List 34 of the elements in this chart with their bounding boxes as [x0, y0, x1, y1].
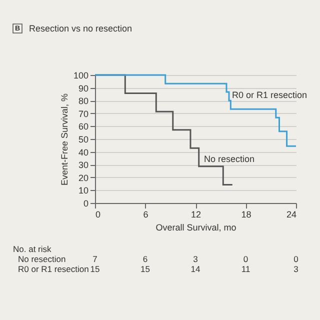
y-tick-label: 0 [83, 198, 88, 208]
y-tick-label: 20 [78, 172, 88, 183]
y-tick-label: 100 [73, 70, 88, 80]
series-label: R0 or R1 resection [232, 90, 308, 100]
text: 3 [193, 254, 198, 264]
x-tick-label: 6 [143, 210, 148, 220]
chart-title: Resection vs no resection [29, 24, 132, 34]
y-tick-label: 40 [78, 147, 88, 158]
y-tick-label: 50 [78, 134, 88, 144]
y-tick-label: 60 [78, 122, 88, 132]
y-tick-label: 80 [78, 96, 88, 106]
y-tick-label: 90 [78, 83, 88, 94]
text: 11 [241, 264, 250, 274]
text: 3 [294, 264, 299, 274]
text: 7 [92, 254, 98, 264]
text: 15 [90, 264, 100, 274]
text: No. at risk [13, 244, 52, 254]
x-tick-label: 0 [96, 210, 101, 220]
x-tick-label: 24 [286, 210, 296, 220]
text: 15 [140, 264, 150, 274]
text: R0 or R1 resection [18, 264, 90, 274]
x-tick-label: 12 [190, 210, 202, 220]
y-tick-label: 10 [78, 186, 88, 196]
text: 0 [294, 254, 299, 264]
y-tick-label: 70 [78, 108, 88, 119]
x-tick-label: 18 [241, 210, 252, 220]
text: 0 [243, 254, 248, 264]
text: 14 [190, 264, 200, 274]
x-axis-title: Overall Survival, mo [156, 222, 236, 232]
y-tick-label: 30 [78, 160, 88, 170]
y-axis-title: Event-Free Survival, % [59, 93, 70, 186]
series-label: No resection [204, 154, 255, 164]
text: 6 [142, 254, 148, 264]
text: No resection [18, 254, 66, 264]
